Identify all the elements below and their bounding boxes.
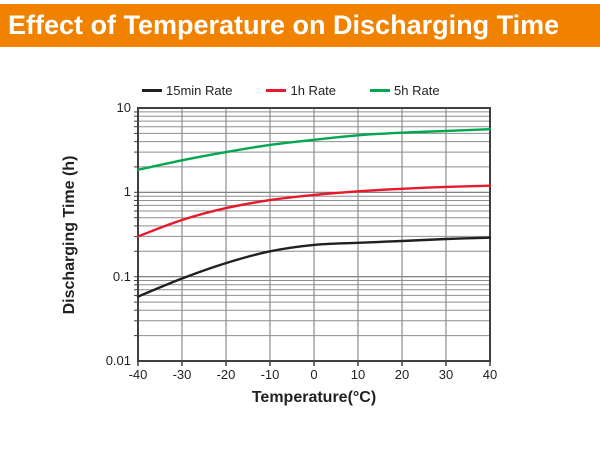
legend-label-1h-rate: 1h Rate: [290, 83, 337, 98]
page-title: Effect of Temperature on Discharging Tim…: [8, 10, 560, 40]
chart-legend: 15min Rate 1h Rate 5h Rate: [142, 83, 440, 98]
y-axis-title: Discharging Time (h): [61, 155, 78, 315]
legend-label-15min-rate: 15min Rate: [166, 83, 233, 98]
x-tick-label: -30: [172, 367, 192, 382]
x-tick-label: 10: [350, 367, 366, 382]
y-tick-label: 1: [123, 184, 131, 200]
line-swatch-15min-rate: [142, 89, 162, 92]
legend-item-1h-rate: 1h Rate: [266, 83, 336, 98]
x-tick-label: 20: [394, 367, 410, 382]
x-axis-title: Temperature(°C): [251, 389, 377, 406]
y-tick-label: 0.01: [105, 353, 131, 368]
x-tick-label: 0: [310, 367, 318, 382]
x-tick-label: -10: [260, 367, 280, 382]
x-tick-label: 40: [482, 367, 498, 382]
x-tick-label: -40: [128, 367, 148, 382]
line-swatch-1h-rate: [266, 89, 287, 92]
legend-label-5h-rate: 5h Rate: [394, 83, 440, 98]
x-tick-label: -20: [216, 367, 236, 382]
line-swatch-5h-rate: [370, 89, 391, 92]
y-tick-label: 10: [116, 100, 131, 115]
legend-item-5h-rate: 5h Rate: [370, 83, 440, 98]
x-tick-label: 30: [438, 367, 454, 382]
y-tick-label: 0.1: [112, 268, 131, 284]
legend-item-15min-rate: 15min Rate: [142, 83, 232, 98]
title-banner: Effect of Temperature on Discharging Tim…: [0, 4, 600, 47]
